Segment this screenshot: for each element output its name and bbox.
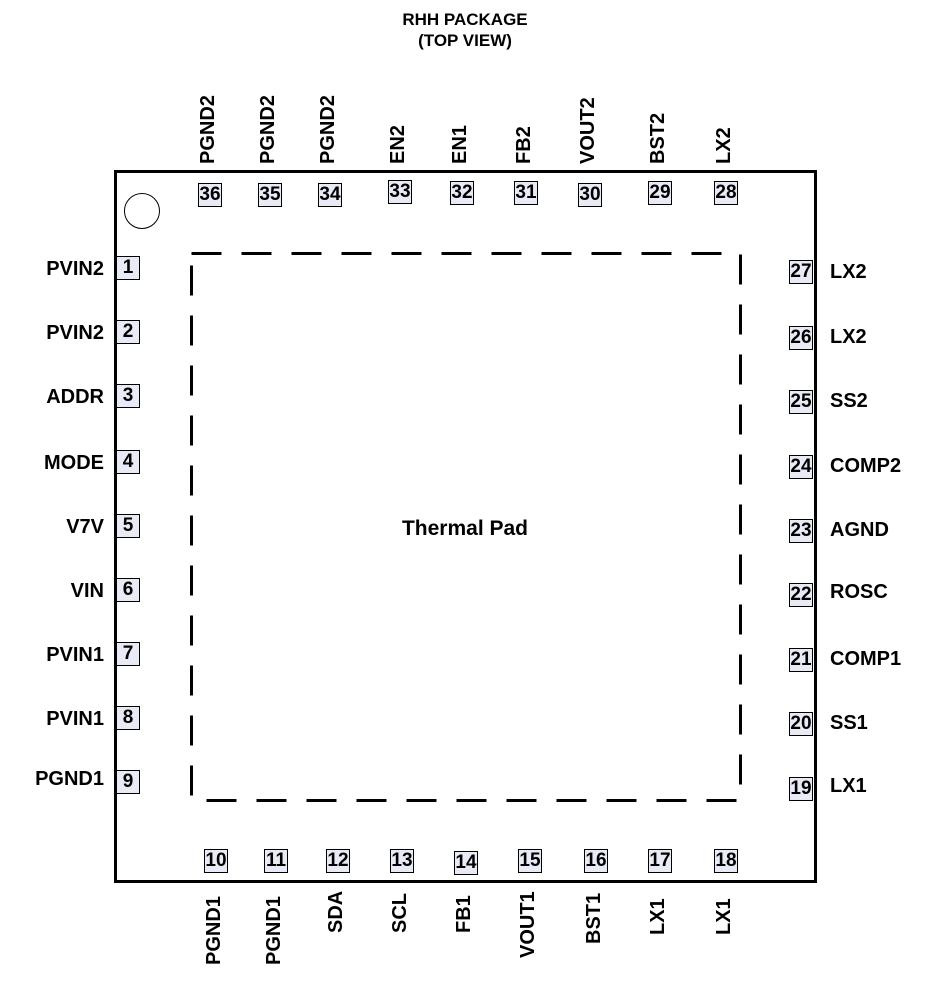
pin-number-32: 32 <box>450 181 474 205</box>
pin-number-11: 11 <box>264 849 288 873</box>
pin-name-24: COMP2 <box>830 455 902 477</box>
pin-name-36: PGND2 <box>197 95 219 164</box>
pin-name-10: PGND1 <box>203 896 225 965</box>
pin-name-5: V7V <box>66 516 104 538</box>
pin-number-27: 27 <box>789 260 813 284</box>
pin-number-25: 25 <box>789 390 813 414</box>
pin-number-12: 12 <box>326 849 350 873</box>
pin-name-3: ADDR <box>46 386 104 408</box>
pin-name-26: LX2 <box>830 326 867 348</box>
pin-name-21: COMP1 <box>830 648 902 670</box>
view-subtitle: (TOP VIEW) <box>418 31 512 50</box>
pin-name-4: MODE <box>44 452 104 474</box>
pin-name-12: SDA <box>325 890 347 933</box>
pin-number-19: 19 <box>789 777 813 801</box>
pin-name-28: LX2 <box>713 127 735 164</box>
pin-name-15: VOUT1 <box>517 891 539 958</box>
pin-name-27: LX2 <box>830 261 867 283</box>
pin-number-34: 34 <box>318 183 342 207</box>
pin-number-6: 6 <box>116 578 140 602</box>
thermal-pad-label: Thermal Pad <box>401 517 529 540</box>
pin-name-20: SS1 <box>830 712 868 734</box>
pin-number-1: 1 <box>116 256 140 280</box>
pin-number-2: 2 <box>116 320 140 344</box>
pin-number-26: 26 <box>789 326 813 350</box>
pin-name-33: EN2 <box>387 125 409 164</box>
pin-number-7: 7 <box>116 642 140 666</box>
pin-name-9: PGND1 <box>35 768 104 790</box>
pin-name-23: AGND <box>830 519 889 541</box>
pin-name-11: PGND1 <box>263 896 285 965</box>
pin-number-14: 14 <box>454 851 478 875</box>
pin-name-31: FB2 <box>513 126 535 164</box>
pin-name-1: PVIN2 <box>46 258 104 280</box>
pin-number-18: 18 <box>714 849 738 873</box>
pin-number-8: 8 <box>116 706 140 730</box>
package-title: RHH PACKAGE <box>402 10 528 29</box>
pin-number-3: 3 <box>116 384 140 408</box>
pin-name-34: PGND2 <box>317 95 339 164</box>
pin-number-17: 17 <box>648 849 672 873</box>
pin-number-31: 31 <box>514 181 538 205</box>
thermal-pad-outline <box>190 252 742 802</box>
pin-name-35: PGND2 <box>257 95 279 164</box>
pin-number-35: 35 <box>258 183 282 207</box>
pin-name-25: SS2 <box>830 390 868 412</box>
pin-number-13: 13 <box>390 849 414 873</box>
pin-name-22: ROSC <box>830 581 888 603</box>
pin-name-8: PVIN1 <box>46 708 104 730</box>
pin-number-9: 9 <box>116 770 140 794</box>
pin-number-23: 23 <box>789 519 813 543</box>
pin-number-20: 20 <box>789 712 813 736</box>
pin-name-18: LX1 <box>713 898 735 935</box>
pin-number-28: 28 <box>714 181 738 205</box>
pin-name-16: BST1 <box>583 892 605 944</box>
pin-number-22: 22 <box>789 583 813 607</box>
pin1-indicator-icon <box>124 193 160 229</box>
package-outline <box>114 170 817 883</box>
pin-number-5: 5 <box>116 514 140 538</box>
pin-name-29: BST2 <box>647 112 669 164</box>
pin-number-15: 15 <box>518 849 542 873</box>
pin-number-10: 10 <box>204 849 228 873</box>
pin-number-33: 33 <box>388 180 412 204</box>
pin-name-32: EN1 <box>449 125 471 164</box>
pin-name-14: FB1 <box>453 895 475 933</box>
pin-number-30: 30 <box>578 183 602 207</box>
pin-number-24: 24 <box>789 455 813 479</box>
pin-number-21: 21 <box>789 648 813 672</box>
pin-number-4: 4 <box>116 450 140 474</box>
pin-number-29: 29 <box>648 181 672 205</box>
pin-name-2: PVIN2 <box>46 322 104 344</box>
pin-name-19: LX1 <box>830 775 867 797</box>
pin-name-7: PVIN1 <box>46 644 104 666</box>
pin-name-30: VOUT2 <box>577 97 599 164</box>
pin-number-16: 16 <box>584 849 608 873</box>
pin-name-13: SCL <box>389 893 411 933</box>
pin-name-6: VIN <box>70 580 104 602</box>
pin-number-36: 36 <box>198 183 222 207</box>
pin-name-17: LX1 <box>647 898 669 935</box>
